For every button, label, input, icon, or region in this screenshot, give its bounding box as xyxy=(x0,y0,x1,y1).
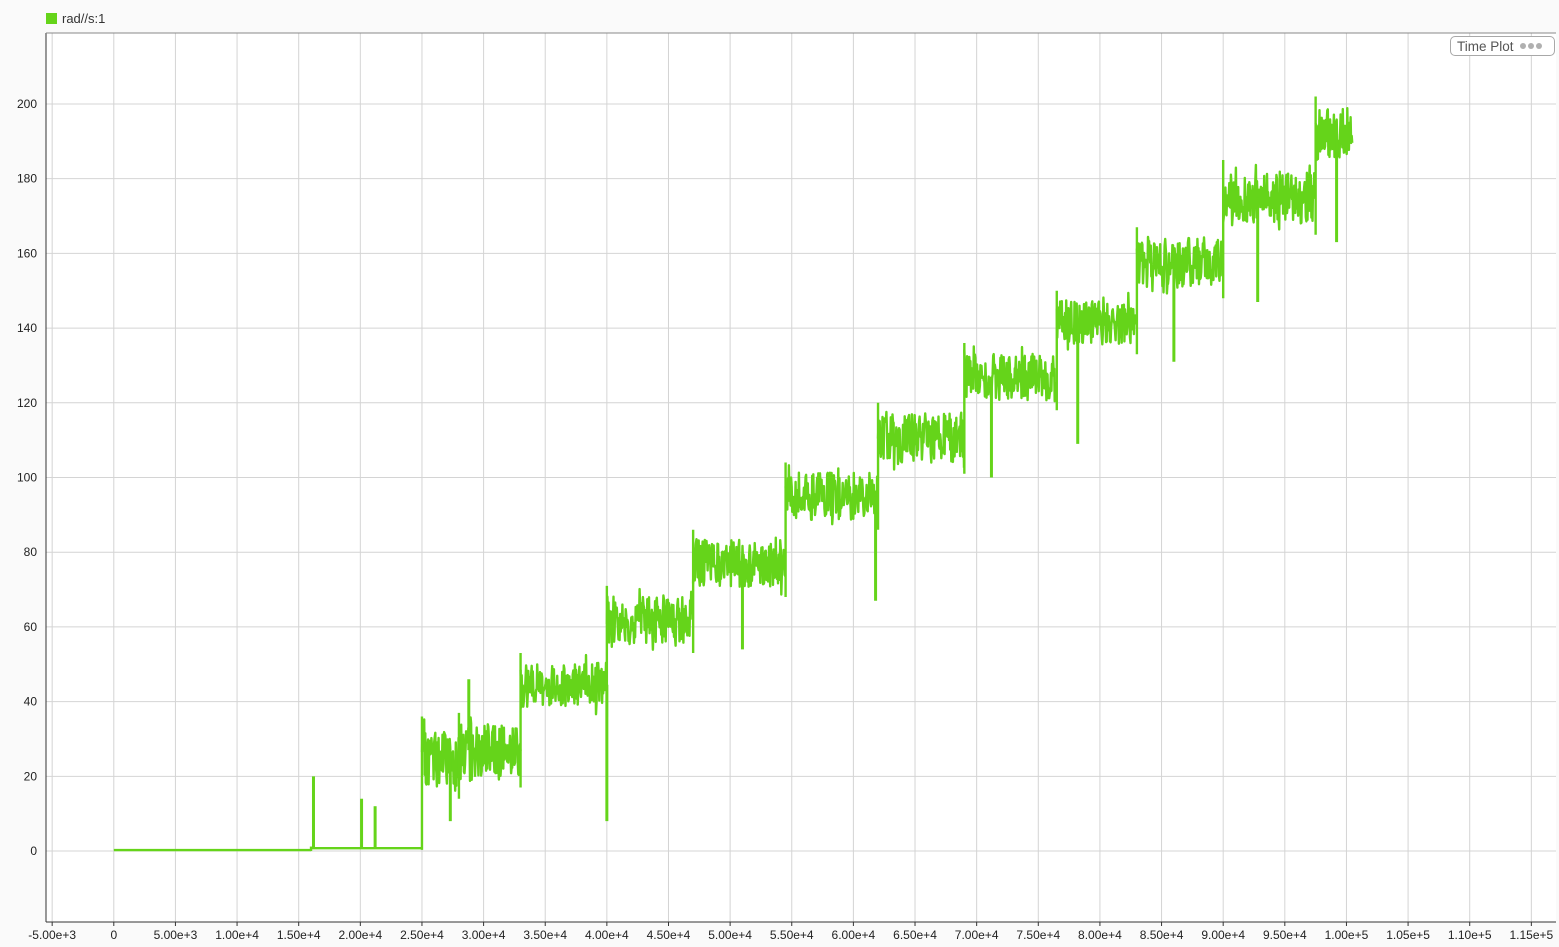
x-tick-label: 3.00e+4 xyxy=(462,928,506,942)
plot-area: -5.00e+3 0 5.00e+3 1.00e+4 1.50e+4 2.00e+4 2.5… xyxy=(17,32,1556,942)
y-tick-label: 200 xyxy=(17,97,37,111)
x-tick-label: 5.00e+4 xyxy=(708,928,752,942)
legend: rad//s:1 xyxy=(46,8,105,28)
legend-label: rad//s:1 xyxy=(62,10,106,26)
x-tick-label: 9.50e+4 xyxy=(1263,928,1307,942)
y-tick-label: 160 xyxy=(17,246,37,260)
signal-segment xyxy=(784,464,879,526)
x-tick-label: 4.00e+4 xyxy=(585,928,629,942)
signal-segment xyxy=(963,345,1058,403)
signal-segment xyxy=(1055,291,1138,351)
x-tick-label: 3.50e+4 xyxy=(523,928,567,942)
y-tick-label: 40 xyxy=(24,695,38,709)
x-tick-label: 7.00e+4 xyxy=(955,928,999,942)
y-tick-label: 0 xyxy=(30,844,37,858)
signal-segment xyxy=(876,410,966,471)
signal-segment xyxy=(420,718,460,792)
x-tick-label: 4.50e+4 xyxy=(647,928,691,942)
x-tick-label: 6.50e+4 xyxy=(893,928,937,942)
x-tick-label: 8.50e+4 xyxy=(1140,928,1184,942)
x-tick-label: 9.00e+4 xyxy=(1201,928,1245,942)
y-tick-label: 140 xyxy=(17,321,37,335)
signal-segment xyxy=(519,653,608,716)
y-tick-label: 60 xyxy=(24,620,38,634)
more-dots-icon[interactable] xyxy=(1519,43,1542,49)
time-plot-badge[interactable]: Time Plot xyxy=(1450,36,1555,56)
y-tick-label: 20 xyxy=(24,769,38,783)
x-tick-label: 2.50e+4 xyxy=(400,928,444,942)
x-tick-label: 1.15e+5 xyxy=(1509,928,1553,942)
y-tick-label: 80 xyxy=(24,545,38,559)
y-tick-label: 100 xyxy=(17,471,37,485)
y-tick-label: 120 xyxy=(17,396,37,410)
x-tick-label: 1.10e+5 xyxy=(1448,928,1492,942)
signal-segment xyxy=(691,536,787,596)
x-tick-label: 7.50e+4 xyxy=(1016,928,1060,942)
signal-segment xyxy=(1222,163,1317,231)
x-tick-label: -5.00e+3 xyxy=(28,928,76,942)
x-tick-label: 2.00e+4 xyxy=(338,928,382,942)
x-tick-label: 1.00e+4 xyxy=(215,928,259,942)
x-tick-label: 5.00e+3 xyxy=(154,928,198,942)
signal-segment xyxy=(1135,235,1225,295)
signal-segment xyxy=(1314,107,1354,162)
signal-series xyxy=(113,96,1354,852)
x-tick-label: 1.50e+4 xyxy=(277,928,321,942)
x-tick-label: 8.00e+4 xyxy=(1078,928,1122,942)
signal-segment xyxy=(605,587,694,651)
time-plot-badge-label: Time Plot xyxy=(1457,38,1514,54)
x-tick-label: 1.00e+5 xyxy=(1325,928,1369,942)
legend-swatch-icon xyxy=(46,12,57,24)
x-tick-label: 0 xyxy=(110,928,117,942)
y-tick-label: 180 xyxy=(17,172,37,186)
x-tick-label: 5.50e+4 xyxy=(770,928,814,942)
x-tick-label: 6.00e+4 xyxy=(832,928,876,942)
x-tick-label: 1.05e+5 xyxy=(1386,928,1430,942)
